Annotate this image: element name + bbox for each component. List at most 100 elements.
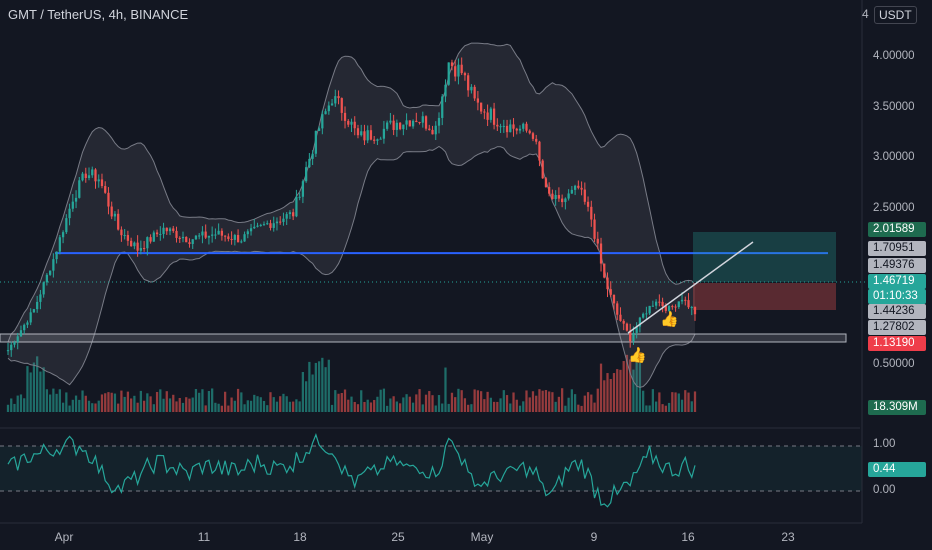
volume-bar <box>408 396 411 412</box>
osc-current-label: 0.44 <box>868 462 926 477</box>
volume-bar <box>389 398 392 412</box>
volume-bar <box>421 404 424 412</box>
volume-bar <box>570 389 573 412</box>
candle-body <box>616 303 619 315</box>
volume-bar <box>68 405 71 412</box>
volume-bar <box>369 402 373 412</box>
volume-bar <box>6 404 10 412</box>
volume-bar <box>155 391 159 412</box>
candle-body <box>330 103 334 106</box>
volume-bar <box>204 405 207 412</box>
volume-bar <box>162 398 165 412</box>
candle-body <box>512 124 515 129</box>
candle-body <box>58 237 61 252</box>
candle-body <box>19 330 23 337</box>
price-axis-top-tick: 4 <box>862 7 869 21</box>
volume-bar <box>473 389 476 412</box>
candle-body <box>298 196 301 198</box>
candle-body <box>577 185 580 188</box>
time-tick: 25 <box>391 530 405 544</box>
candle-body <box>285 214 288 219</box>
volume-bar <box>680 399 684 412</box>
candle-body <box>152 232 155 242</box>
candle-body <box>373 139 376 141</box>
volume-bar <box>625 354 629 412</box>
volume-bar <box>460 390 463 412</box>
candle-body <box>421 116 424 123</box>
osc-tick-1: 1.00 <box>873 438 896 450</box>
volume-bar <box>444 367 447 412</box>
candle-body <box>405 120 408 125</box>
candle-body <box>467 75 470 91</box>
volume-bar <box>149 396 152 412</box>
candle-body <box>334 96 337 104</box>
candle-body <box>398 122 402 130</box>
candle-body <box>502 125 505 127</box>
volume-bar <box>671 392 674 412</box>
candle-body <box>288 212 292 215</box>
volume-bar <box>622 361 625 412</box>
candle-body <box>282 218 285 222</box>
volume-bar <box>317 361 321 412</box>
time-tick: 23 <box>781 530 795 544</box>
candle-body <box>91 169 94 176</box>
volume-bar <box>343 389 347 412</box>
volume-bar <box>347 399 350 412</box>
volume-bar <box>654 401 658 412</box>
volume-bar <box>528 397 531 412</box>
candle-body <box>431 129 434 135</box>
candle-body <box>207 235 211 238</box>
candle-body <box>629 330 632 342</box>
volume-bar <box>583 395 586 412</box>
candle-body <box>496 124 499 127</box>
candle-body <box>363 131 366 141</box>
target-zone <box>693 232 836 282</box>
volume-bar <box>91 403 94 412</box>
candle-body <box>674 306 677 308</box>
trend-line: 👍👍 <box>627 241 754 364</box>
volume-bar <box>87 400 91 412</box>
candle-body <box>214 234 217 236</box>
volume-bar <box>502 390 505 412</box>
candle-body <box>593 219 596 239</box>
time-tick: 9 <box>590 530 598 544</box>
candle-body <box>343 112 347 121</box>
volume-bar <box>586 392 590 412</box>
candle-body <box>544 178 548 188</box>
candle-body <box>204 231 207 238</box>
candle-body <box>123 235 126 237</box>
volume-bar <box>16 395 19 412</box>
volume-bar <box>499 398 502 412</box>
candle-body <box>356 128 360 136</box>
candle-body <box>68 208 71 219</box>
candle-body <box>185 236 188 243</box>
osc-tick-0: 0.00 <box>873 484 896 496</box>
volume-bar <box>139 390 142 412</box>
candle-body <box>505 125 509 133</box>
candle-body <box>531 133 535 139</box>
candle-body <box>470 86 473 91</box>
volume-bar <box>492 401 496 412</box>
volume-bar <box>220 405 224 412</box>
candle-body <box>638 317 642 327</box>
volume-bar <box>373 400 376 412</box>
candle-body <box>693 307 697 315</box>
volume-bar <box>538 389 541 412</box>
candle-body <box>642 313 645 318</box>
candle-body <box>262 224 266 226</box>
volume-bar <box>55 393 58 412</box>
oscillator-panel <box>0 0 863 524</box>
candle-body <box>146 237 149 249</box>
candle-body <box>13 342 16 345</box>
volume-bar <box>133 395 136 412</box>
candle-body <box>321 114 324 129</box>
currency-button[interactable]: USDT <box>874 6 917 24</box>
volume-bar <box>240 392 243 412</box>
volume-bar <box>548 391 551 412</box>
candle-body <box>479 102 483 112</box>
volume-bar <box>32 362 36 412</box>
candle-body <box>84 173 87 179</box>
candle-body <box>211 234 214 236</box>
candle-body <box>104 186 107 193</box>
